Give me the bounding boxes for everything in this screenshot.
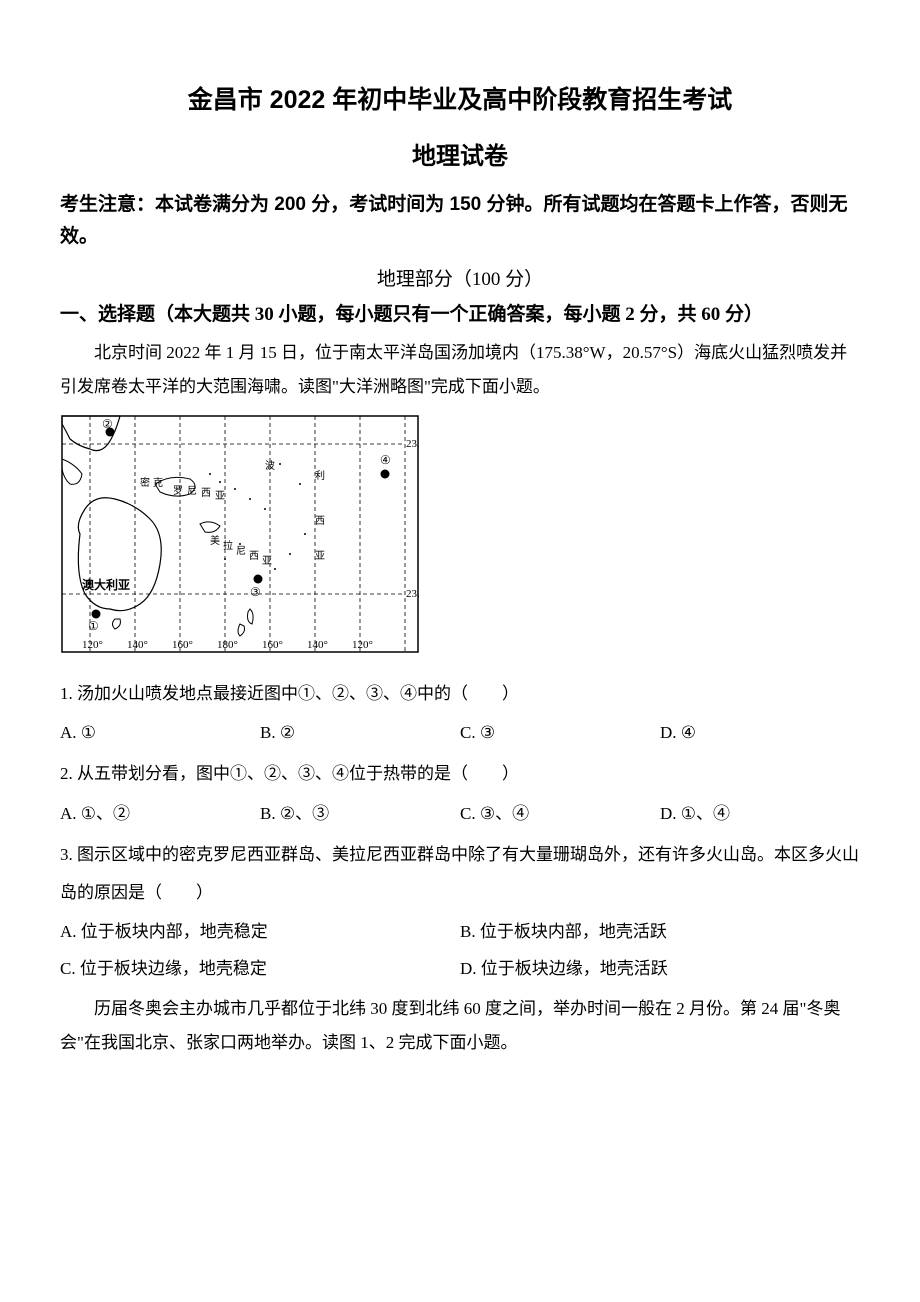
q2-opt-b: B. ②、③ — [260, 795, 460, 832]
marker-4-label: ④ — [380, 453, 391, 467]
context-paragraph-1: 北京时间 2022 年 1 月 15 日，位于南太平洋岛国汤加境内（175.38… — [60, 336, 860, 404]
marker-2-label: ② — [102, 417, 113, 431]
q2-opt-c: C. ③、④ — [460, 795, 660, 832]
q1-opt-c: C. ③ — [460, 714, 660, 751]
question-2-options: A. ①、② B. ②、③ C. ③、④ D. ①、④ — [60, 795, 860, 832]
label-ni2: 尼 — [236, 545, 246, 557]
exam-title-main: 金昌市 2022 年初中毕业及高中阶段教育招生考试 — [60, 80, 860, 116]
label-ya3: 亚 — [315, 551, 325, 562]
question-1-stem: 1. 汤加火山喷发地点最接近图中①、②、③、④中的（ ） — [60, 675, 860, 712]
q3-opt-a: A. 位于板块内部，地壳稳定 — [60, 913, 460, 950]
label-bo: 波 — [265, 459, 275, 472]
q3-opt-b: B. 位于板块内部，地壳活跃 — [460, 913, 860, 950]
lon-label-0: 120° — [82, 639, 103, 651]
marker-1-label: ① — [88, 619, 99, 633]
lon-label-3: 180° — [217, 639, 238, 651]
label-mei: 美 — [210, 534, 220, 547]
map-figure: 23.5° 23.5° 120° 140° 160° 180° 160° 140… — [60, 414, 860, 659]
q1-opt-b: B. ② — [260, 714, 460, 751]
marker-3-label: ③ — [250, 585, 261, 599]
label-xi2: 西 — [249, 551, 259, 562]
label-ke: 克 — [153, 477, 163, 489]
section-heading: 地理部分（100 分） — [60, 264, 860, 291]
label-xi3: 西 — [315, 516, 325, 527]
lon-label-6: 120° — [352, 639, 373, 651]
exam-notice: 考生注意：本试卷满分为 200 分，考试时间为 150 分钟。所有试题均在答题卡… — [60, 189, 860, 254]
label-luo: 罗 — [173, 485, 183, 497]
q3-opt-d: D. 位于板块边缘，地壳活跃 — [460, 950, 860, 987]
question-2-stem: 2. 从五带划分看，图中①、②、③、④位于热带的是（ ） — [60, 755, 860, 792]
q2-opt-a: A. ①、② — [60, 795, 260, 832]
lon-label-1: 140° — [127, 639, 148, 651]
lon-label-4: 160° — [262, 639, 283, 651]
q3-opt-c: C. 位于板块边缘，地壳稳定 — [60, 950, 460, 987]
label-ya: 亚 — [215, 491, 225, 502]
lat-label-south: 23.5° — [406, 588, 420, 600]
lon-label-2: 160° — [172, 639, 193, 651]
question-3-stem: 3. 图示区域中的密克罗尼西亚群岛、美拉尼西亚群岛中除了有大量珊瑚岛外，还有许多… — [60, 836, 860, 911]
question-1-options: A. ① B. ② C. ③ D. ④ — [60, 714, 860, 751]
exam-title-sub: 地理试卷 — [60, 136, 860, 171]
lon-label-5: 140° — [307, 639, 328, 651]
label-xi: 西 — [201, 488, 211, 499]
question-3-options: A. 位于板块内部，地壳稳定 B. 位于板块内部，地壳活跃 C. 位于板块边缘，… — [60, 913, 860, 988]
label-mi: 密 — [140, 476, 150, 489]
context-paragraph-2: 历届冬奥会主办城市几乎都位于北纬 30 度到北纬 60 度之间，举办时间一般在 … — [60, 992, 860, 1060]
label-ya2: 亚 — [262, 556, 272, 567]
q1-opt-a: A. ① — [60, 714, 260, 751]
australia-label: 澳大利亚 — [82, 577, 130, 592]
label-li: 利 — [315, 470, 325, 482]
lat-label-north: 23.5° — [406, 438, 420, 450]
section-title: 一、选择题（本大题共 30 小题，每小题只有一个正确答案，每小题 2 分，共 6… — [60, 299, 860, 326]
label-la: 拉 — [223, 539, 233, 552]
q2-opt-d: D. ①、④ — [660, 795, 860, 832]
q1-opt-d: D. ④ — [660, 714, 860, 751]
label-ni: 尼 — [187, 485, 197, 497]
oceania-map-svg: 23.5° 23.5° 120° 140° 160° 180° 160° 140… — [60, 414, 420, 654]
